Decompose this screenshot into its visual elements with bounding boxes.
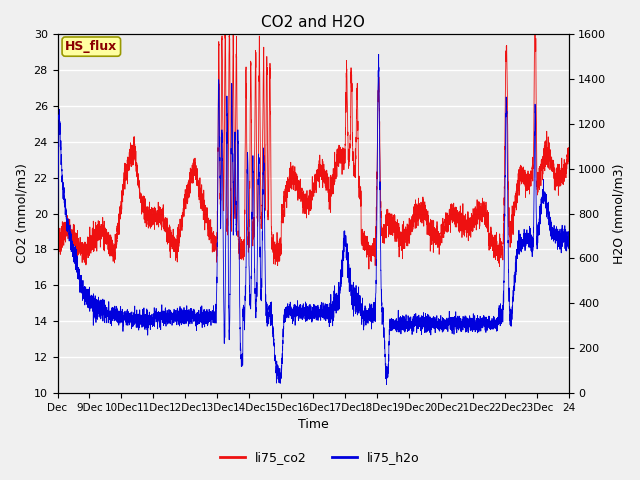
Y-axis label: H2O (mmol/m3): H2O (mmol/m3)	[612, 163, 625, 264]
Title: CO2 and H2O: CO2 and H2O	[261, 15, 365, 30]
X-axis label: Time: Time	[298, 419, 328, 432]
Text: HS_flux: HS_flux	[65, 40, 118, 53]
Y-axis label: CO2 (mmol/m3): CO2 (mmol/m3)	[15, 164, 28, 264]
Legend: li75_co2, li75_h2o: li75_co2, li75_h2o	[215, 446, 425, 469]
